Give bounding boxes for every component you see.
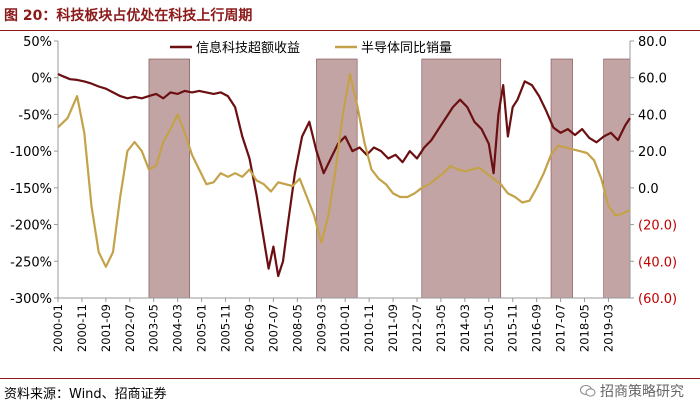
x-tick-label: 2009-03 (314, 304, 328, 352)
x-tick-label: 2019-03 (601, 304, 615, 352)
shaded-period-3 (421, 58, 502, 299)
x-tick-label: 2010-01 (338, 304, 352, 352)
shaded-period-2 (316, 58, 358, 299)
y-right-tick-label: (60.0) (638, 292, 677, 307)
x-tick-label: 2017-07 (554, 304, 568, 352)
x-tick-label: 2012-07 (410, 304, 424, 352)
x-tick-label: 2015-11 (506, 304, 520, 352)
y-right-tick-label: 80.0 (638, 35, 667, 50)
x-tick-label: 2018-05 (578, 304, 592, 352)
footer-rule (0, 378, 700, 379)
y-left-tick-label: -150% (10, 182, 52, 197)
x-tick-label: 2005-01 (195, 304, 209, 352)
x-tick-label: 2016-09 (530, 304, 544, 352)
shaded-period-1 (148, 58, 190, 299)
x-tick-label: 2010-11 (362, 304, 376, 352)
figure-title: 图 20：科技板块占优处在科技上行周期 (4, 8, 253, 24)
legend-label-1: 信息科技超额收益 (196, 40, 300, 56)
line-chart: 50% 0% -50% -100% -150% -200% -250% -300% 80.0 60… (10, 35, 677, 352)
series-line-semiconductor-sales (57, 72, 631, 268)
shaded-period-4 (550, 58, 573, 299)
x-tick-label: 2005-11 (219, 304, 233, 352)
x-tick-label: 2003-05 (147, 304, 161, 352)
x-tick-label: 2008-05 (290, 304, 304, 352)
x-tick-label: 2006-09 (242, 304, 256, 352)
watermark-text: 招商策略研究 (600, 384, 684, 400)
y-left-tick-label: -50% (18, 108, 52, 123)
y-left-tick-label: 50% (23, 35, 52, 50)
x-tick-label: 2000-01 (51, 304, 65, 352)
x-tick-label: 2007-07 (266, 304, 280, 352)
wechat-icon (580, 385, 596, 397)
y-left-tick-label: -100% (10, 145, 52, 160)
y-left-tick-label: -300% (10, 292, 52, 307)
y-right-tick-label: 60.0 (638, 72, 667, 87)
figure-header: 图 20：科技板块占优处在科技上行周期 (0, 0, 700, 30)
header-rule (0, 30, 700, 31)
series-line-tech-excess-return (57, 73, 631, 278)
x-tick-label: 2013-05 (434, 304, 448, 352)
y-right-tick-label: (20.0) (638, 219, 677, 234)
x-tick-label: 2001-09 (99, 304, 113, 352)
x-tick-label: 2015-01 (482, 304, 496, 352)
x-tick-label: 2004-03 (171, 304, 185, 352)
x-tick-label: 2014-03 (458, 304, 472, 352)
legend-label-2: 半导体同比销量 (361, 41, 452, 56)
y-right-tick-label: 40.0 (638, 108, 667, 123)
y-right-tick-label: 0.0 (638, 182, 659, 197)
source-note: 资料来源：Wind、招商证券 (4, 387, 167, 402)
y-left-tick-label: -250% (10, 255, 52, 270)
y-left-tick-label: 0% (31, 72, 52, 87)
y-right-tick-label: 20.0 (638, 145, 667, 160)
y-left-tick-label: -200% (10, 219, 52, 234)
y-right-tick-label: (40.0) (638, 255, 677, 270)
x-tick-label: 2000-11 (75, 304, 89, 352)
x-tick-label: 2002-07 (123, 304, 137, 352)
x-tick-label: 2011-09 (386, 304, 400, 352)
watermark: 招商策略研究 (580, 381, 684, 401)
shaded-period-5 (603, 58, 631, 299)
